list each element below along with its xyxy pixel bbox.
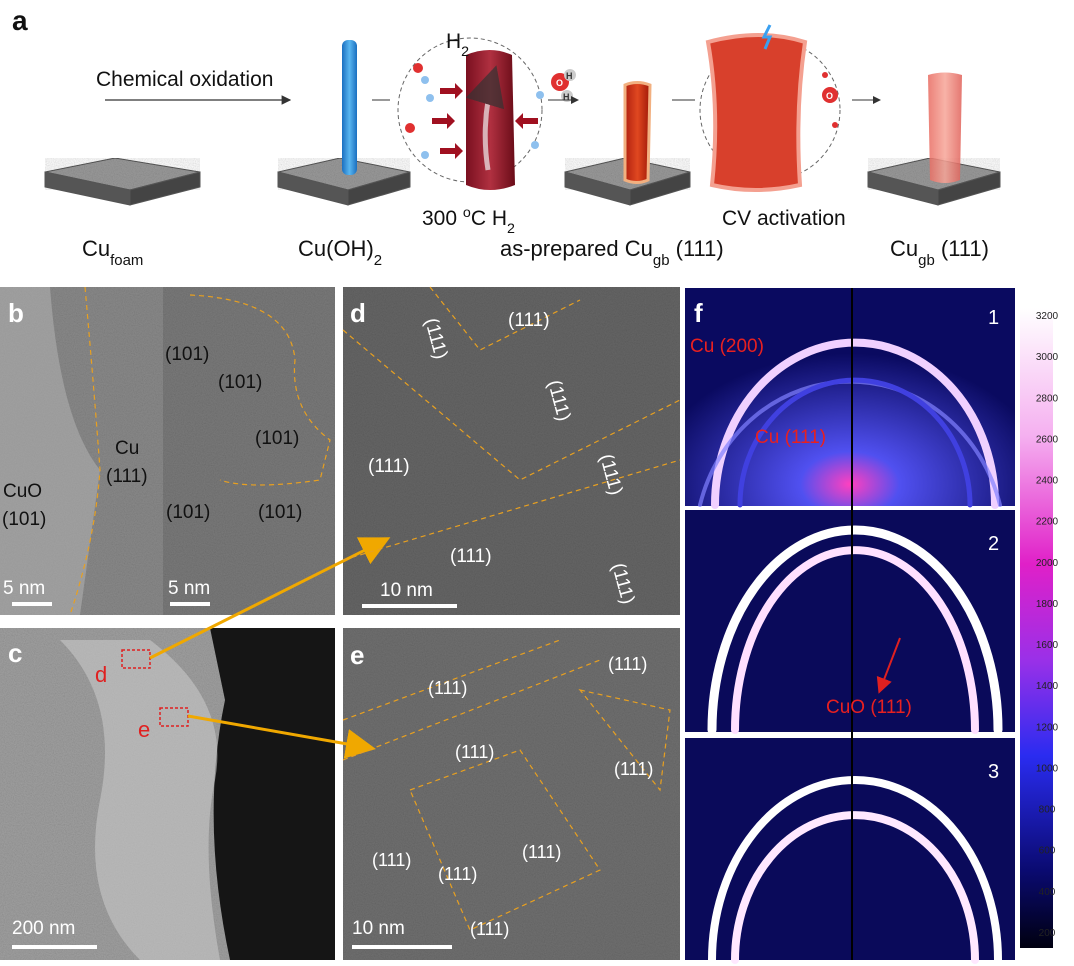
- atom-label: H: [563, 92, 570, 102]
- micrographs: [0, 286, 1053, 964]
- lattice-label: (111): [614, 759, 653, 779]
- text-part: as-prepared Cu: [500, 236, 653, 261]
- gas-label: H2: [446, 30, 469, 60]
- text-part: (111): [935, 236, 989, 261]
- lattice-label: (101): [255, 428, 299, 449]
- text-part: o: [463, 205, 471, 221]
- lattice-label: (111): [368, 456, 410, 477]
- diffraction-label: Cu (200): [690, 336, 764, 357]
- region-marker: d: [95, 662, 107, 687]
- diffraction-label: Cu (111): [755, 427, 826, 448]
- colorbar-tick-label: 3200: [1036, 311, 1059, 322]
- material-label: Cu(OH)2: [298, 236, 382, 269]
- colorbar-tick-label: 1000: [1036, 763, 1059, 774]
- lattice-label: (101): [258, 502, 302, 523]
- text-part: 2: [507, 221, 515, 237]
- subpanel-number: 2: [988, 533, 999, 555]
- diffraction-label: CuO (111): [826, 697, 912, 718]
- lattice-label: (111): [106, 466, 148, 487]
- scale-bar-label: 200 nm: [12, 918, 75, 939]
- material-label: as-prepared Cugb (111): [500, 236, 724, 269]
- material-label: Cufoam: [82, 236, 143, 269]
- text-part: C H: [471, 207, 507, 230]
- text-part: Cu(OH): [298, 236, 374, 261]
- colorbar-tick-label: 2600: [1036, 434, 1059, 445]
- atom-label: O: [556, 78, 563, 88]
- text-part: Cu: [82, 236, 110, 261]
- colorbar-tick-label: 2800: [1036, 393, 1059, 404]
- colorbar-tick-label: 600: [1039, 846, 1056, 857]
- lattice-label: (101): [218, 372, 262, 393]
- panel-label: c: [8, 638, 22, 668]
- panel-label: f: [694, 298, 703, 328]
- text-part: Cu: [890, 236, 918, 261]
- panel-label: d: [350, 298, 366, 328]
- text-part: CV activation: [722, 207, 846, 230]
- text-part: H: [446, 30, 461, 53]
- condition-label: CV activation: [722, 207, 846, 230]
- lattice-label: Cu: [115, 438, 139, 459]
- condition-label: 300 oC H2: [422, 205, 515, 237]
- panel-label: b: [8, 298, 24, 328]
- text-part: 300: [422, 207, 463, 230]
- text-part: 2: [461, 44, 469, 60]
- colorbar-tick-label: 2400: [1036, 476, 1059, 487]
- atom-label: O: [826, 91, 833, 101]
- atom-label: H: [566, 71, 573, 81]
- colorbar-tick-label: 1800: [1036, 599, 1059, 610]
- subpanel-number: 3: [988, 761, 999, 783]
- text-part: gb: [653, 252, 670, 269]
- colorbar-tick-label: 800: [1039, 805, 1056, 816]
- colorbar-tick-label: 1400: [1036, 681, 1059, 692]
- scale-bar-label: 5 nm: [3, 578, 45, 599]
- colorbar-tick-label: 200: [1039, 928, 1056, 939]
- region-marker: e: [138, 717, 150, 742]
- scale-bar-label: 10 nm: [352, 918, 405, 939]
- lattice-label: (111): [608, 654, 647, 674]
- lattice-label: CuO: [3, 481, 42, 502]
- text-part: gb: [918, 252, 935, 269]
- lattice-label: (111): [450, 546, 492, 567]
- schematic: [44, 24, 1001, 206]
- subpanel-number: 1: [988, 307, 999, 329]
- lattice-label: (111): [428, 678, 467, 698]
- lattice-label: (111): [522, 842, 561, 862]
- text-part: (111): [670, 236, 724, 261]
- lattice-label: (101): [2, 509, 46, 530]
- panel-label: e: [350, 640, 364, 670]
- material-label: Cugb (111): [890, 236, 989, 269]
- scale-bar-label: 10 nm: [380, 580, 433, 601]
- lattice-label: (101): [166, 502, 210, 523]
- colorbar-tick-label: 400: [1039, 887, 1056, 898]
- colorbar-tick-label: 2200: [1036, 517, 1059, 528]
- colorbar-tick-label: 1600: [1036, 640, 1059, 651]
- lattice-label: (111): [508, 310, 550, 331]
- lattice-label: (111): [372, 850, 411, 870]
- lattice-label: (111): [455, 742, 494, 762]
- text-part: 2: [374, 252, 382, 269]
- colorbar-tick-label: 1200: [1036, 722, 1059, 733]
- text-part: foam: [110, 252, 143, 269]
- lattice-label: (111): [438, 864, 477, 884]
- scale-bar-label: 5 nm: [168, 578, 210, 599]
- colorbar-tick-label: 3000: [1036, 352, 1059, 363]
- lattice-label: (111): [470, 919, 509, 939]
- panel-label: a: [12, 5, 28, 36]
- colorbar-tick-label: 2000: [1036, 558, 1059, 569]
- lattice-label: (101): [165, 344, 209, 365]
- step-label: Chemical oxidation: [96, 68, 273, 91]
